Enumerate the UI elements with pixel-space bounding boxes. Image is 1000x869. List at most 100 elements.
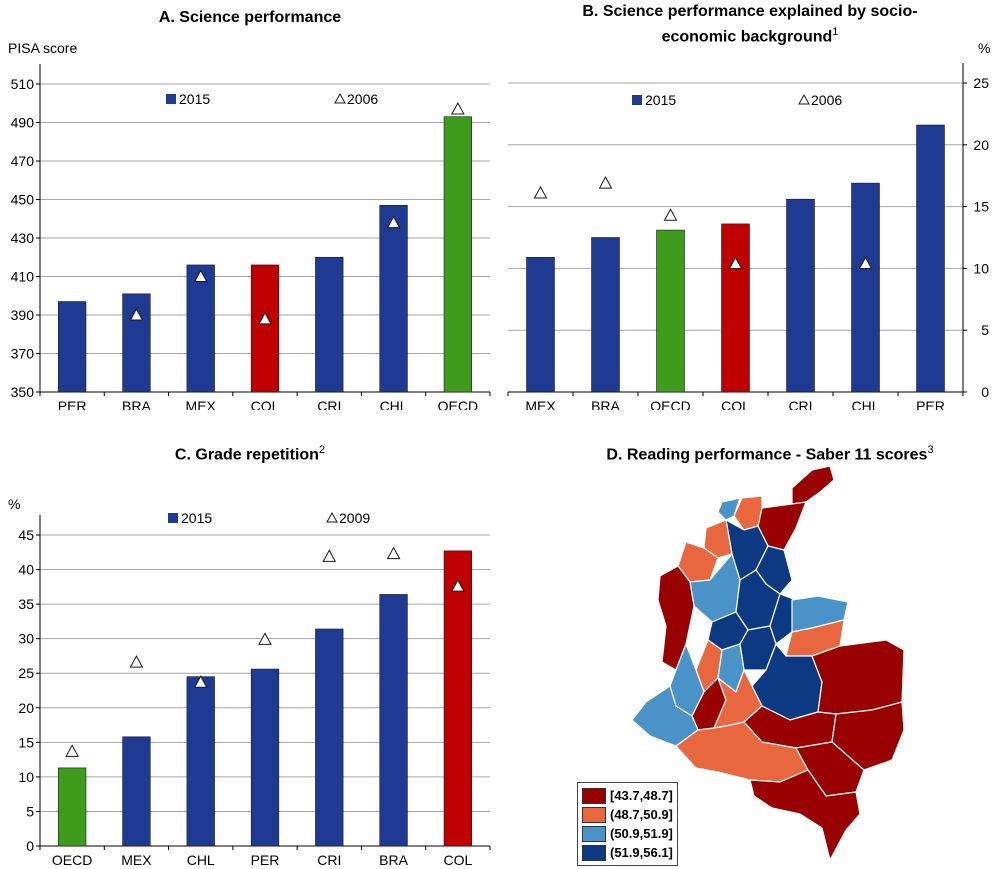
marker-bra — [129, 307, 144, 321]
map-legend-item: (50.9,51.9] — [582, 824, 673, 843]
panel-reading-map: D. Reading performance - Saber 11 scores… — [500, 430, 1000, 869]
legend-bar-label: 2015 — [181, 510, 212, 526]
bar-cri — [315, 628, 344, 847]
bar-oecd — [443, 116, 472, 393]
bar-oecd — [656, 229, 685, 393]
marker-mex — [129, 655, 144, 668]
bar-col — [443, 550, 472, 847]
y-tick-label: 470 — [11, 153, 35, 169]
y-tick-label: 410 — [11, 269, 35, 285]
marker-chl — [858, 256, 873, 269]
y-tick-label: 490 — [11, 115, 35, 131]
marker-mex — [193, 269, 208, 282]
panel-science-performance: A. Science performance PISA score 350 370… — [0, 0, 500, 410]
chart-c: 0 5 10 15 20 25 30 35 40 45 OECD MEX CHL PER CRI BRA COL… — [18, 510, 491, 868]
bar-cri — [315, 256, 344, 393]
bar-chl — [186, 676, 215, 847]
y-tick-label: 430 — [11, 230, 35, 246]
panel-c-ylabel: % — [8, 496, 21, 512]
legend-bar-label: 2015 — [179, 91, 210, 107]
x-tick-label: OECD — [52, 852, 92, 868]
y-tick-label: 45 — [18, 527, 34, 543]
panel-socio-economic: B. Science performance explained by soci… — [500, 0, 1000, 410]
map-region — [703, 519, 733, 559]
y-tick-label: 0 — [26, 838, 34, 854]
bar-bra — [379, 594, 408, 847]
x-tick-label: CHL — [187, 852, 215, 868]
legend-marker-label: 2006 — [347, 91, 378, 107]
marker-oecd — [65, 744, 79, 757]
legend-swatch — [582, 844, 606, 861]
y-tick-label: 370 — [11, 346, 35, 362]
panel-b-ylabel: % — [978, 40, 991, 56]
bar-mex — [122, 736, 151, 847]
x-tick-label: PER — [251, 852, 280, 868]
x-tick-label: MEX — [121, 852, 152, 868]
bar-bra — [591, 237, 620, 393]
y-tick-label: 15 — [973, 199, 989, 215]
x-tick-label: BRA — [379, 852, 408, 868]
y-tick-label: 25 — [18, 665, 34, 681]
x-tick-label: CRI — [317, 852, 341, 868]
x-tick-label: CHL — [380, 398, 408, 410]
x-tick-label: MEX — [525, 398, 556, 410]
x-tick-label: COL — [721, 398, 750, 410]
panel-c-title: C. Grade repetition2 — [174, 444, 326, 464]
legend-marker-label: 2006 — [811, 92, 842, 108]
x-tick-label: PER — [916, 398, 945, 410]
marker-col — [451, 579, 465, 592]
panel-d-title: D. Reading performance - Saber 11 scores… — [606, 444, 934, 464]
y-tick-label: 350 — [11, 384, 35, 400]
x-tick-label: PER — [58, 398, 87, 410]
map-region — [717, 497, 741, 521]
y-tick-label: 5 — [26, 803, 34, 819]
panel-grade-repetition: C. Grade repetition2 % 0 5 10 15 20 25 30 35 40 4… — [0, 430, 500, 869]
map-legend-item: (48.7,50.9] — [582, 805, 673, 824]
map-region — [811, 639, 905, 715]
map-legend-item: [43.7,48.7] — [582, 786, 673, 805]
x-tick-label: OECD — [438, 398, 478, 410]
legend-bar-swatch — [166, 94, 176, 104]
marker-chl — [386, 215, 401, 229]
marker-bra — [386, 546, 401, 560]
legend-swatch — [582, 825, 606, 842]
legend-swatch — [582, 787, 606, 804]
legend-bar-swatch — [168, 513, 178, 523]
y-tick-label: 20 — [973, 137, 989, 153]
bar-per — [250, 668, 280, 847]
y-tick-label: 10 — [18, 769, 34, 785]
legend-bar-swatch — [632, 95, 642, 105]
panel-a-title: A. Science performance — [158, 9, 342, 26]
legend-marker-swatch — [798, 93, 810, 105]
bar-chl — [379, 204, 408, 393]
marker-chl — [193, 675, 208, 688]
chart-a: 350 370 390 410 430 450 470 490 510 PER BRA MEX COL C… — [11, 64, 491, 410]
marker-oecd — [451, 101, 465, 115]
bar-chl — [851, 182, 880, 393]
x-tick-label: MEX — [186, 398, 217, 410]
y-tick-label: 10 — [973, 260, 989, 276]
map-region — [749, 769, 861, 861]
y-tick-label: 40 — [18, 562, 34, 578]
marker-cri — [322, 549, 337, 562]
y-tick-label: 30 — [18, 631, 34, 647]
y-tick-label: 510 — [11, 76, 35, 92]
map-legend: [43.7,48.7] (48.7,50.9] (50.9,51.9] (51.… — [577, 782, 678, 866]
bar-col — [250, 264, 280, 393]
legend-label: (50.9,51.9] — [610, 826, 673, 841]
x-tick-label: BRA — [591, 398, 620, 410]
panel-b-title: B. Science performance explained by soci… — [582, 3, 918, 46]
map-legend-item: (51.9,56.1] — [582, 843, 673, 862]
bar-per — [58, 301, 87, 393]
bar-cri — [786, 198, 815, 393]
marker-col — [258, 311, 272, 325]
chart-b: 0 5 10 15 20 25 MEX BRA OECD COL CRI CHL PER 2015 2006 — [507, 63, 989, 410]
legend-bar-label: 2015 — [645, 92, 676, 108]
bar-oecd — [58, 767, 87, 847]
bar-col — [721, 223, 750, 393]
legend-marker-swatch — [334, 92, 346, 104]
y-tick-label: 0 — [981, 384, 989, 400]
y-tick-label: 35 — [18, 596, 34, 612]
x-tick-label: BRA — [122, 398, 151, 410]
x-tick-label: COL — [443, 852, 472, 868]
